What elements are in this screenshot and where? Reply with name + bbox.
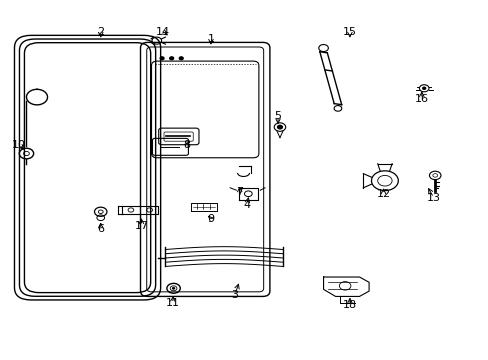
Circle shape [172, 288, 174, 289]
Circle shape [422, 87, 425, 89]
Text: 16: 16 [414, 94, 428, 104]
Text: 15: 15 [342, 27, 356, 37]
Text: 10: 10 [12, 140, 26, 150]
Text: 2: 2 [97, 27, 104, 37]
Text: 12: 12 [376, 189, 390, 199]
Text: 6: 6 [97, 224, 104, 234]
Text: 11: 11 [165, 298, 179, 309]
Circle shape [160, 57, 163, 60]
Circle shape [277, 125, 282, 129]
Circle shape [179, 57, 183, 60]
Text: 3: 3 [231, 290, 238, 300]
Text: 4: 4 [243, 200, 250, 210]
Text: 1: 1 [207, 34, 214, 44]
Text: 5: 5 [274, 112, 281, 121]
Text: 13: 13 [426, 193, 440, 203]
Text: 9: 9 [207, 214, 214, 224]
Text: 7: 7 [236, 187, 243, 197]
Text: 8: 8 [183, 140, 190, 150]
Text: 14: 14 [156, 27, 170, 37]
Circle shape [169, 57, 173, 60]
Text: 17: 17 [134, 221, 148, 231]
Text: 18: 18 [342, 300, 356, 310]
